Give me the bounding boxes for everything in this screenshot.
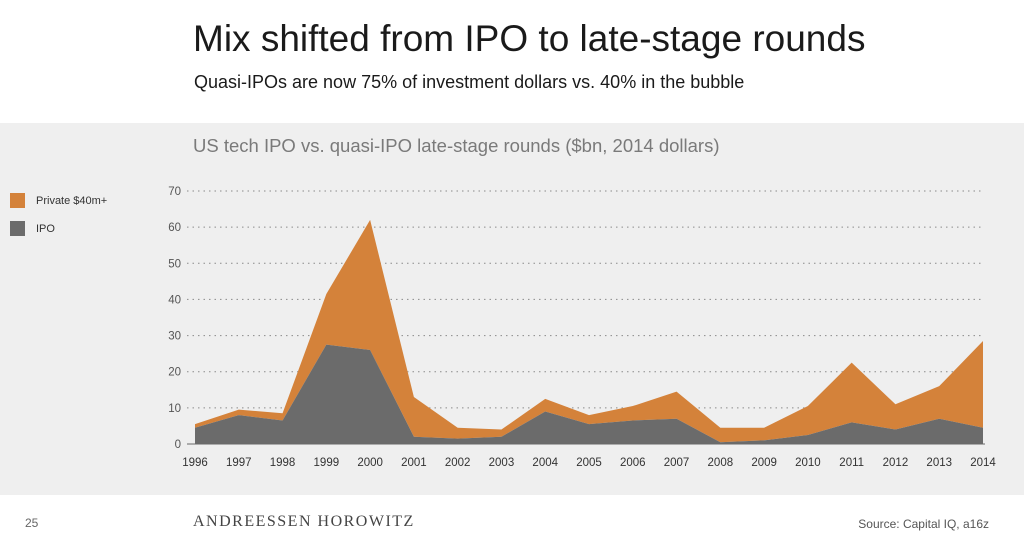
legend-label-private: Private $40m+ bbox=[36, 194, 108, 207]
y-tick-label: 40 bbox=[168, 294, 181, 306]
x-tick-label: 2011 bbox=[839, 457, 864, 469]
x-tick-label: 2007 bbox=[664, 457, 690, 469]
page-number: 25 bbox=[25, 516, 39, 530]
legend-label-ipo: IPO bbox=[36, 222, 55, 235]
x-tick-label: 2005 bbox=[576, 457, 602, 469]
area-private-40m bbox=[195, 219, 983, 443]
slide-subtitle: Quasi-IPOs are now 75% of investment dol… bbox=[194, 72, 745, 92]
area-series bbox=[195, 219, 983, 444]
legend-swatch-private bbox=[10, 193, 25, 208]
y-tick-label: 20 bbox=[168, 367, 181, 379]
legend-swatch-ipo bbox=[10, 221, 25, 236]
x-tick-label: 1997 bbox=[226, 457, 252, 469]
x-tick-label: 2012 bbox=[883, 457, 909, 469]
legend-item-ipo: IPO bbox=[10, 221, 55, 236]
y-tick-label: 0 bbox=[175, 439, 181, 451]
slide-title: Mix shifted from IPO to late-stage round… bbox=[193, 18, 866, 59]
y-tick-label: 50 bbox=[168, 258, 181, 270]
x-tick-label: 2009 bbox=[751, 457, 777, 469]
axes: 0 10 20 30 40 50 60 70 1996 1997 1998 1999 2000 2001 2… bbox=[168, 186, 996, 469]
y-tick-label: 10 bbox=[168, 403, 181, 415]
x-tick-label: 2002 bbox=[445, 457, 471, 469]
y-tick-label: 30 bbox=[168, 331, 181, 343]
x-tick-label: 2000 bbox=[357, 457, 383, 469]
x-tick-label: 1999 bbox=[314, 457, 340, 469]
brand-logo: ANDREESSEN HOROWITZ bbox=[193, 513, 415, 530]
y-tick-label: 60 bbox=[168, 222, 181, 234]
x-tick-label: 2014 bbox=[970, 457, 996, 469]
area-ipo bbox=[195, 344, 983, 444]
x-tick-label: 1998 bbox=[270, 457, 296, 469]
y-tick-label: 70 bbox=[168, 186, 181, 198]
x-tick-label: 2001 bbox=[401, 457, 427, 469]
x-tick-label: 2004 bbox=[532, 457, 558, 469]
x-tick-label: 2003 bbox=[489, 457, 515, 469]
x-tick-label: 2006 bbox=[620, 457, 646, 469]
source-note: Source: Capital IQ, a16z bbox=[858, 517, 989, 531]
chart-title: US tech IPO vs. quasi-IPO late-stage rou… bbox=[193, 135, 720, 156]
x-tick-label: 2013 bbox=[926, 457, 952, 469]
x-tick-label: 2008 bbox=[708, 457, 734, 469]
x-tick-label: 1996 bbox=[182, 457, 208, 469]
legend-item-private: Private $40m+ bbox=[10, 193, 107, 208]
x-tick-label: 2010 bbox=[795, 457, 821, 469]
